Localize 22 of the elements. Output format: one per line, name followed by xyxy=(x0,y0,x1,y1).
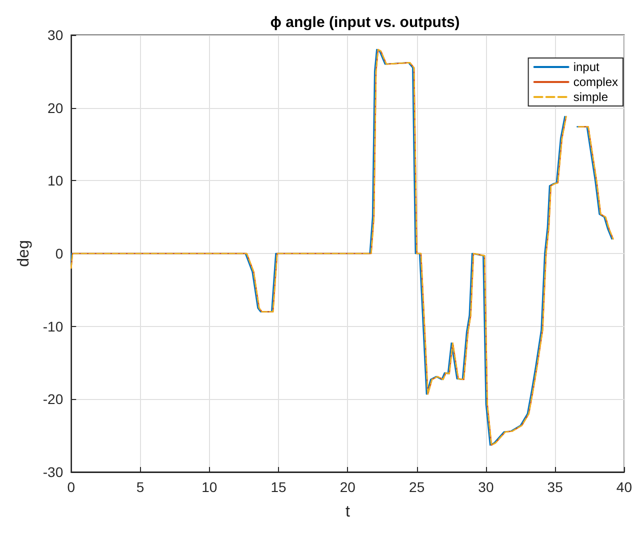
chart-title: ϕ angle (input vs. outputs) xyxy=(270,14,460,31)
y-tick-label: -20 xyxy=(42,391,64,408)
legend-label: simple xyxy=(573,90,608,104)
x-tick-label: 25 xyxy=(409,479,425,495)
y-tick-label: 10 xyxy=(48,172,64,189)
x-axis-title: t xyxy=(345,504,350,520)
x-tick-label: 40 xyxy=(616,479,632,495)
x-tick-label: 15 xyxy=(270,479,287,495)
x-tick-label: 30 xyxy=(478,479,494,495)
x-tick-label: 0 xyxy=(67,479,76,495)
x-tick-label: 10 xyxy=(202,479,218,495)
x-tick-label: 5 xyxy=(136,479,144,495)
x-tick-label: 20 xyxy=(340,479,356,495)
x-tick-label: 35 xyxy=(547,479,564,495)
legend-label: input xyxy=(573,60,600,74)
y-tick-label: -10 xyxy=(42,318,64,334)
y-tick-label: 20 xyxy=(48,100,64,116)
y-tick-label: -30 xyxy=(42,464,64,480)
y-tick-label: 0 xyxy=(55,246,64,262)
y-axis-title: deg xyxy=(16,240,32,267)
legend-label: complex xyxy=(573,75,618,89)
y-tick-label: 30 xyxy=(48,27,64,43)
